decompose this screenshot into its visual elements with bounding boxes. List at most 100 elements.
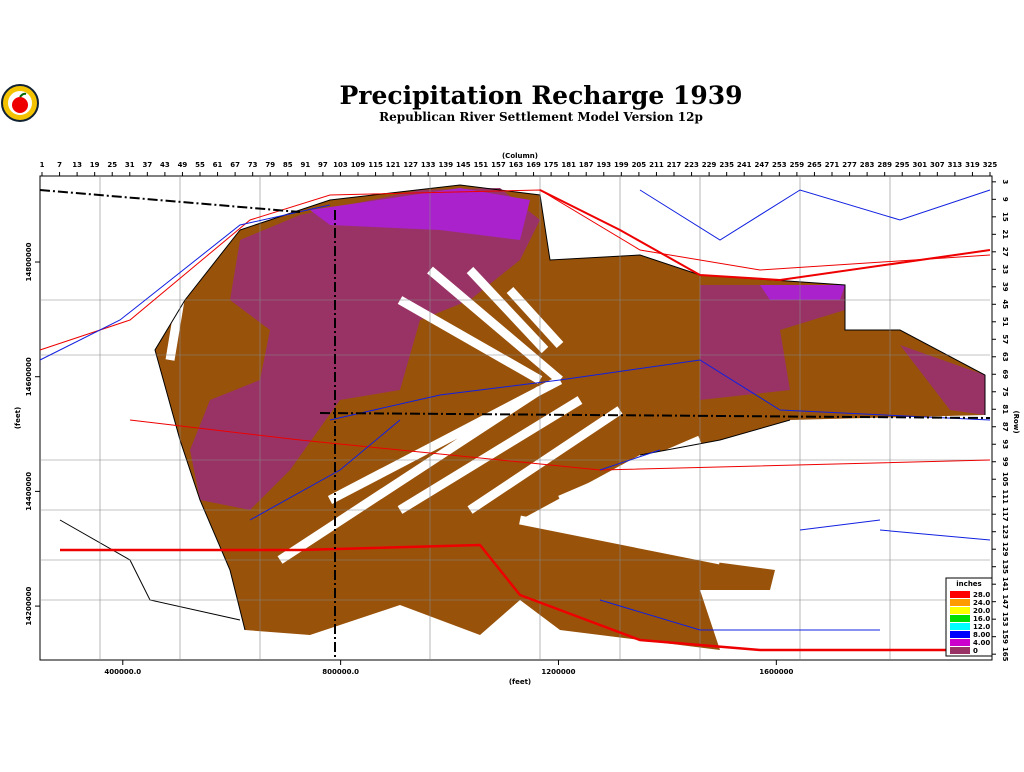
row-label: 147 xyxy=(1001,594,1009,609)
legend-title: inches xyxy=(956,580,981,588)
column-label: 277 xyxy=(842,161,857,169)
column-label: 259 xyxy=(790,161,805,169)
column-label: 247 xyxy=(754,161,769,169)
row-label: 69 xyxy=(1001,369,1009,379)
column-label: 157 xyxy=(491,161,506,169)
recharge-mid xyxy=(190,188,985,510)
column-title: (Column) xyxy=(502,152,538,160)
x-axis-title: (feet) xyxy=(509,678,531,686)
column-label: 217 xyxy=(667,161,682,169)
row-label: 21 xyxy=(1001,229,1009,239)
row-label: 75 xyxy=(1001,387,1009,397)
column-label: 205 xyxy=(632,161,647,169)
column-label: 133 xyxy=(421,161,436,169)
column-label: 307 xyxy=(930,161,945,169)
row-label: 99 xyxy=(1001,457,1009,467)
column-label: 85 xyxy=(283,161,293,169)
column-label: 31 xyxy=(125,161,135,169)
row-label: 63 xyxy=(1001,352,1009,362)
column-label: 289 xyxy=(877,161,892,169)
column-label: 19 xyxy=(90,161,100,169)
column-label: 145 xyxy=(456,161,471,169)
column-label: 301 xyxy=(912,161,927,169)
x-tick-label: 1600000 xyxy=(759,668,793,676)
column-label: 139 xyxy=(438,161,453,169)
row-label: 81 xyxy=(1001,404,1009,414)
column-label: 1 xyxy=(40,161,45,169)
x-tick-label: 800000.0 xyxy=(322,668,359,676)
subtitle: Republican River Settlement Model Versio… xyxy=(379,110,703,124)
row-label: 117 xyxy=(1001,507,1009,522)
row-label: 33 xyxy=(1001,264,1009,274)
legend-label: 12.0 xyxy=(973,623,990,631)
legend-swatch xyxy=(950,607,970,614)
column-label: 235 xyxy=(719,161,734,169)
column-label: 97 xyxy=(318,161,328,169)
row-label: 165 xyxy=(1001,647,1009,662)
column-label: 175 xyxy=(544,161,559,169)
column-label: 73 xyxy=(248,161,258,169)
column-label: 271 xyxy=(825,161,840,169)
column-label: 109 xyxy=(351,161,366,169)
legend-label: 4.00 xyxy=(973,639,990,647)
row-label: 9 xyxy=(1001,197,1009,202)
column-label: 55 xyxy=(195,161,205,169)
column-label: 25 xyxy=(107,161,117,169)
row-label: 39 xyxy=(1001,282,1009,292)
column-label: 283 xyxy=(860,161,875,169)
legend-label: 8.00 xyxy=(973,631,990,639)
row-label: 159 xyxy=(1001,629,1009,644)
column-label: 103 xyxy=(333,161,348,169)
row-label: 45 xyxy=(1001,299,1009,309)
column-label: 49 xyxy=(178,161,188,169)
row-label: 51 xyxy=(1001,317,1009,327)
x-tick-label: 1200000 xyxy=(541,668,575,676)
rivers xyxy=(39,189,991,631)
x-tick-label: 400000.0 xyxy=(104,668,141,676)
legend-swatch xyxy=(950,631,970,638)
column-label: 199 xyxy=(614,161,629,169)
row-label: 15 xyxy=(1001,212,1009,222)
column-label: 181 xyxy=(561,161,576,169)
recharge-high xyxy=(310,188,845,300)
column-label: 253 xyxy=(772,161,787,169)
y-tick-label: 14200000 xyxy=(25,586,33,625)
column-label: 13 xyxy=(72,161,82,169)
y-tick-label: 14600000 xyxy=(25,357,33,396)
row-label: 135 xyxy=(1001,559,1009,574)
column-label: 79 xyxy=(265,161,275,169)
legend-label: 24.0 xyxy=(973,599,990,607)
row-label: 129 xyxy=(1001,542,1009,557)
legend-swatch xyxy=(950,591,970,598)
column-label: 295 xyxy=(895,161,910,169)
column-label: 121 xyxy=(386,161,401,169)
logo xyxy=(1,84,39,122)
legend-label: 16.0 xyxy=(973,615,990,623)
row-title: (Row) xyxy=(1012,410,1020,433)
legend-swatch xyxy=(950,639,970,646)
column-label: 265 xyxy=(807,161,822,169)
column-label: 229 xyxy=(702,161,717,169)
row-label: 87 xyxy=(1001,422,1009,432)
legend-label: 28.0 xyxy=(973,591,990,599)
row-label: 57 xyxy=(1001,334,1009,344)
legend-swatch xyxy=(950,615,970,622)
row-label: 27 xyxy=(1001,247,1009,257)
row-label: 153 xyxy=(1001,612,1009,627)
legend-label: 20.0 xyxy=(973,607,990,615)
column-label: 7 xyxy=(57,161,62,169)
legend-swatch xyxy=(950,647,970,654)
roads xyxy=(39,189,991,652)
row-label: 111 xyxy=(1001,489,1009,504)
column-label: 163 xyxy=(509,161,524,169)
county-lines xyxy=(40,176,990,660)
y-tick-label: 14400000 xyxy=(25,472,33,511)
row-label: 141 xyxy=(1001,577,1009,592)
row-label: 3 xyxy=(1001,179,1009,184)
row-label: 123 xyxy=(1001,524,1009,539)
map xyxy=(39,175,993,661)
column-label: 67 xyxy=(230,161,240,169)
column-label: 319 xyxy=(965,161,980,169)
title: Precipitation Recharge 1939 xyxy=(339,81,742,110)
column-label: 151 xyxy=(474,161,489,169)
